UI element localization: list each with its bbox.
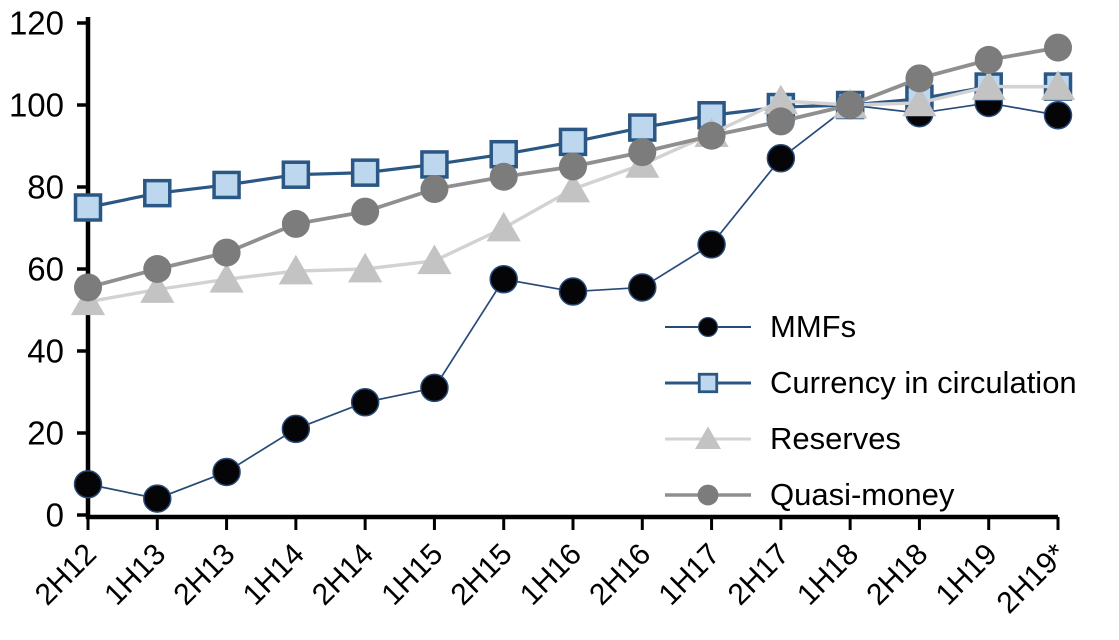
legend: MMFs Currency in circulation Reserves Qu…: [660, 299, 1119, 523]
x-tick-label: 2H14: [306, 538, 380, 612]
series-quasi-money-point: [489, 162, 518, 191]
legend-sample-marker: [697, 316, 719, 338]
legend-label-mmfs: MMFs: [770, 309, 857, 344]
series-quasi-money-point: [351, 197, 380, 226]
legend-label-quasi-money: Quasi-money: [770, 477, 955, 512]
series-currency-in-circulation-point: [558, 127, 588, 157]
series-currency-in-circulation-point: [350, 158, 380, 187]
legend-sample-marker: [694, 426, 722, 449]
series-quasi-money: [74, 33, 1072, 302]
y-tick-label: 0: [46, 497, 64, 534]
series-currency-in-circulation-point: [143, 178, 172, 208]
series-quasi-money-point: [74, 273, 102, 302]
series-currency-in-circulation-point: [212, 170, 241, 200]
series-mmfs-point: [489, 265, 518, 294]
series-quasi-money-point: [559, 152, 587, 181]
y-tick-label: 100: [9, 87, 64, 124]
x-tick-label: 1H18: [791, 538, 865, 612]
legend-marker-mmfs: [665, 316, 751, 338]
series-quasi-money-point: [1044, 33, 1072, 62]
x-tick-label: 2H12: [29, 538, 103, 612]
series-reserves-point: [140, 273, 175, 303]
x-tick-label: 1H17: [652, 538, 726, 612]
series-mmfs-point: [697, 230, 726, 259]
series-quasi-money-point: [628, 138, 657, 167]
series-quasi-money-point: [281, 209, 310, 238]
legend-item-currency-in-circulation: Currency in circulation: [660, 355, 1119, 411]
legend-marker-reserves: [665, 426, 751, 449]
series-quasi-money-point: [697, 121, 726, 150]
x-axis: 2H121H132H131H142H141H152H151H162H161H17…: [29, 514, 1074, 620]
series-reserves-point: [763, 84, 798, 115]
y-tick-label: 20: [27, 415, 64, 452]
x-tick-label: 2H16: [583, 538, 657, 612]
series-quasi-money-point: [836, 91, 865, 119]
y-tick-label: 80: [27, 169, 64, 206]
series-mmfs-point: [766, 144, 796, 173]
series-mmfs-point: [350, 388, 380, 417]
series-mmfs-point: [73, 470, 103, 499]
legend-label-reserves: Reserves: [770, 421, 901, 456]
series-mmfs-point: [281, 414, 311, 444]
x-tick-label: 2H13: [167, 538, 241, 612]
series-quasi-money-point: [143, 255, 172, 283]
x-tick-label: 1H15: [375, 538, 449, 612]
x-tick-label: 1H19: [930, 538, 1004, 612]
series-reserves-point: [971, 70, 1006, 100]
series-mmfs-point: [143, 484, 172, 513]
x-tick-label: 2H19*: [991, 537, 1074, 620]
x-tick-label: 2H18: [860, 538, 934, 612]
series-quasi-money-point: [420, 175, 449, 204]
legend-item-quasi-money: Quasi-money: [660, 467, 1119, 523]
series-currency-in-circulation-point: [73, 193, 103, 222]
series-reserves-point: [278, 254, 313, 285]
series-quasi-money-point: [974, 45, 1003, 74]
y-tick-label: 40: [27, 333, 64, 370]
legend-sample-marker: [697, 372, 719, 394]
y-tick-label: 120: [9, 5, 64, 42]
series-mmfs-point: [420, 373, 449, 403]
series-mmfs-point: [1043, 101, 1073, 130]
series-mmfs-point: [628, 273, 657, 302]
series-quasi-money-point: [212, 238, 241, 267]
series-mmfs-point: [558, 277, 588, 306]
series-reserves-point: [209, 263, 244, 293]
legend-marker-currency-in-circulation: [665, 372, 751, 394]
series-mmfs-point: [212, 457, 241, 487]
legend-marker-quasi-money: [665, 484, 751, 506]
x-tick-label: 2H15: [445, 538, 519, 612]
series-reserves-point: [902, 86, 937, 117]
series-quasi-money-point: [766, 107, 795, 136]
series-currency-in-circulation-point: [420, 150, 449, 179]
y-axis: 0 20 40 60 80 100 120: [9, 5, 91, 534]
series-quasi-money-point: [905, 64, 934, 93]
y-tick-label: 60: [27, 251, 64, 288]
x-tick-label: 2H17: [722, 538, 796, 612]
x-tick-label: 1H16: [514, 538, 588, 612]
legend-label-currency-in-circulation: Currency in circulation: [770, 365, 1077, 400]
x-tick-label: 1H14: [237, 538, 311, 612]
x-tick-label: 1H13: [98, 538, 172, 612]
legend-item-reserves: Reserves: [660, 411, 1119, 467]
series-reserves-point: [417, 244, 452, 275]
series-reserves-point: [348, 252, 383, 283]
series-currency-in-circulation-point: [628, 113, 657, 142]
series-reserves-point: [486, 211, 521, 242]
series-currency-in-circulation-point: [281, 160, 311, 189]
series-reserves-point: [1040, 70, 1076, 100]
series-reserves-point: [555, 172, 591, 203]
legend-sample-marker: [697, 484, 719, 506]
legend-item-mmfs: MMFs: [660, 299, 1119, 355]
